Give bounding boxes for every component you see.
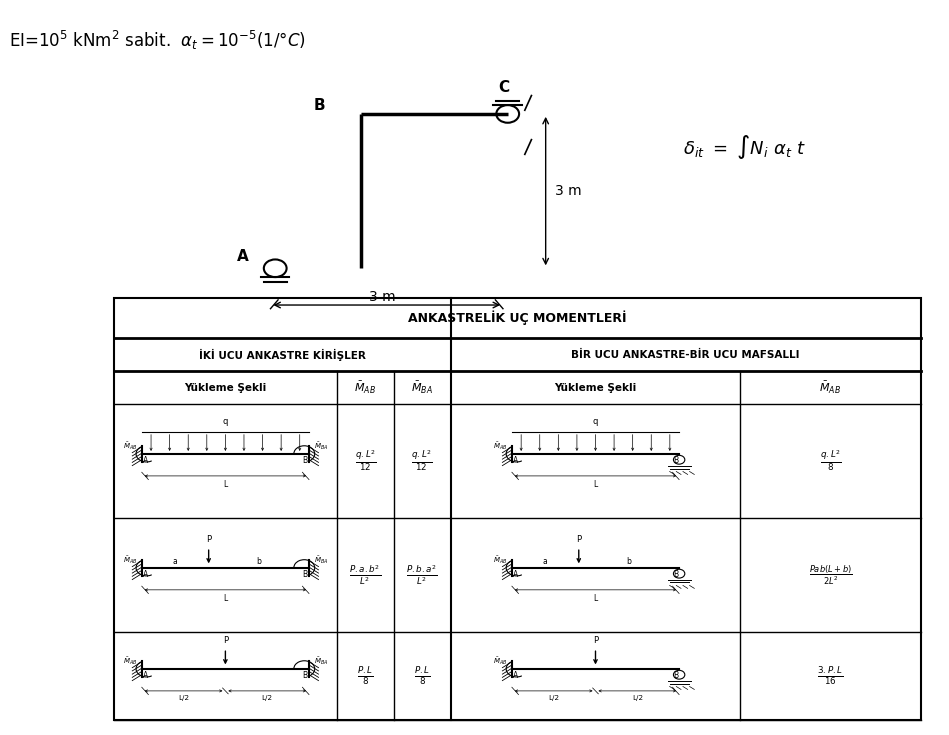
Text: Yükleme Şekli: Yükleme Şekli	[554, 383, 637, 392]
Text: 3 m: 3 m	[555, 184, 582, 198]
Text: P: P	[206, 535, 212, 544]
Text: $\frac{q.L^2}{8}$: $\frac{q.L^2}{8}$	[820, 449, 841, 473]
Text: İKİ UCU ANKASTRE KİRİŞLER: İKİ UCU ANKASTRE KİRİŞLER	[199, 348, 365, 361]
Text: B: B	[303, 570, 307, 578]
FancyBboxPatch shape	[114, 298, 921, 720]
Text: $\delta_{it}\ =\ \int N_i\ \alpha_t\ t$: $\delta_{it}\ =\ \int N_i\ \alpha_t\ t$	[683, 133, 807, 161]
Text: b: b	[256, 557, 261, 566]
Text: $\bar{M}_{AB}$: $\bar{M}_{AB}$	[122, 554, 137, 566]
Text: A: A	[513, 456, 518, 465]
Text: $\bar{M}_{AB}$: $\bar{M}_{AB}$	[493, 655, 507, 667]
Text: B: B	[673, 456, 678, 465]
Text: $\bar{M}_{BA}$: $\bar{M}_{BA}$	[412, 380, 433, 395]
Text: B: B	[673, 570, 678, 578]
Text: q: q	[223, 417, 228, 426]
Text: $\frac{P.b.a^2}{L^2}$: $\frac{P.b.a^2}{L^2}$	[406, 563, 438, 587]
Text: $\bar{M}_{AB}$: $\bar{M}_{AB}$	[819, 380, 842, 395]
Text: L: L	[223, 595, 228, 603]
Text: $\bar{M}_{BA}$: $\bar{M}_{BA}$	[314, 440, 328, 451]
Text: $\frac{Pab(L+b)}{2L^2}$: $\frac{Pab(L+b)}{2L^2}$	[809, 564, 852, 587]
Text: $\bar{M}_{BA}$: $\bar{M}_{BA}$	[314, 655, 328, 667]
Text: $\frac{P.a.b^2}{L^2}$: $\frac{P.a.b^2}{L^2}$	[349, 563, 381, 587]
Text: BİR UCU ANKASTRE-BİR UCU MAFSALLI: BİR UCU ANKASTRE-BİR UCU MAFSALLI	[571, 350, 800, 359]
Text: a: a	[543, 557, 548, 566]
Text: A: A	[513, 570, 518, 578]
Text: $\bar{M}_{AB}$: $\bar{M}_{AB}$	[493, 440, 507, 451]
Text: $\frac{P.L}{8}$: $\frac{P.L}{8}$	[414, 665, 431, 687]
Text: B: B	[673, 670, 678, 680]
Text: q: q	[593, 417, 598, 426]
Text: L/2: L/2	[178, 695, 189, 701]
Text: a: a	[173, 557, 177, 566]
Text: L: L	[593, 595, 598, 603]
Text: L/2: L/2	[262, 695, 272, 701]
Text: $\frac{P.L}{8}$: $\frac{P.L}{8}$	[357, 665, 374, 687]
Text: L/2: L/2	[632, 695, 642, 701]
Text: $\frac{3.P.L}{16}$: $\frac{3.P.L}{16}$	[817, 665, 844, 687]
Text: A: A	[143, 570, 148, 578]
Text: L: L	[593, 481, 598, 490]
Text: L/2: L/2	[549, 695, 559, 701]
Text: L: L	[223, 481, 228, 490]
Text: $\bar{M}_{AB}$: $\bar{M}_{AB}$	[493, 554, 507, 566]
Text: $\frac{q.L^2}{12}$: $\frac{q.L^2}{12}$	[355, 449, 376, 473]
Text: B: B	[303, 670, 307, 680]
Text: 3 m: 3 m	[368, 290, 396, 304]
Text: b: b	[626, 557, 631, 566]
Text: B: B	[303, 456, 307, 465]
Text: Yükleme Şekli: Yükleme Şekli	[184, 383, 267, 392]
Text: A: A	[513, 670, 518, 680]
Text: A: A	[237, 249, 249, 264]
Text: A: A	[143, 456, 148, 465]
Text: $\bar{M}_{AB}$: $\bar{M}_{AB}$	[122, 440, 137, 451]
Text: ANKASTRELİK UÇ MOMENTLERİ: ANKASTRELİK UÇ MOMENTLERİ	[408, 311, 626, 325]
Text: A: A	[143, 670, 148, 680]
Text: $\bar{M}_{AB}$: $\bar{M}_{AB}$	[354, 380, 377, 395]
Text: P: P	[576, 535, 582, 544]
Text: B: B	[313, 98, 325, 113]
Text: C: C	[498, 80, 510, 95]
Text: $\bar{M}_{BA}$: $\bar{M}_{BA}$	[314, 554, 328, 566]
Text: $\bar{M}_{AB}$: $\bar{M}_{AB}$	[122, 655, 137, 667]
Text: P: P	[223, 637, 228, 645]
Text: EI=10$^5$ kNm$^2$ sabit.  $\alpha_t = 10^{-5}(1/°C)$: EI=10$^5$ kNm$^2$ sabit. $\alpha_t = 10^…	[9, 29, 307, 52]
Text: P: P	[593, 637, 598, 645]
Text: $\frac{q.L^2}{12}$: $\frac{q.L^2}{12}$	[412, 449, 433, 473]
